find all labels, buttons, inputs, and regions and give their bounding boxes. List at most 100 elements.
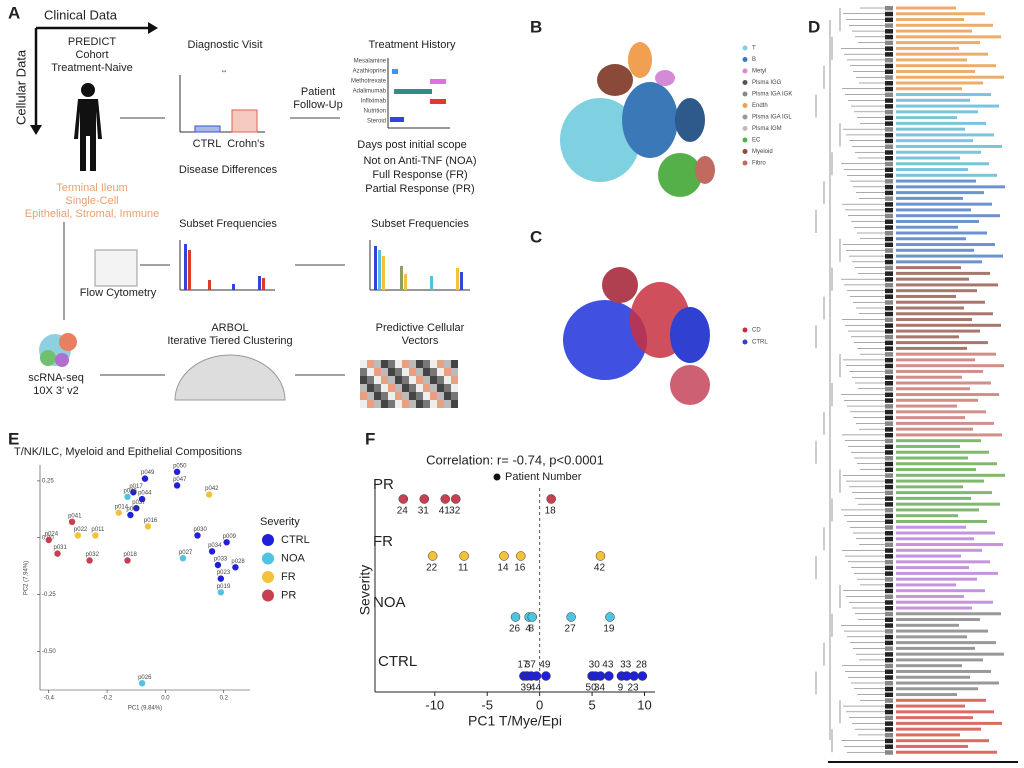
heat-cell bbox=[381, 376, 388, 384]
leaf-block bbox=[885, 675, 893, 680]
label: scRNA-seq bbox=[28, 372, 84, 384]
leaf-block bbox=[885, 421, 893, 426]
leaf-block bbox=[885, 738, 893, 744]
x-tick-label: 0 bbox=[536, 697, 543, 712]
leaf-label bbox=[896, 208, 971, 212]
leaf-block bbox=[885, 357, 893, 363]
leaf-block bbox=[885, 721, 893, 726]
leaf-block bbox=[885, 692, 893, 698]
leaf-label bbox=[896, 600, 993, 604]
point bbox=[92, 532, 99, 539]
leaf-label bbox=[896, 664, 962, 668]
point bbox=[173, 468, 181, 476]
leaf-label bbox=[896, 577, 977, 581]
heat-cell bbox=[360, 360, 367, 368]
leaf-label bbox=[896, 87, 962, 91]
point-label: 4 bbox=[525, 624, 531, 635]
point bbox=[419, 494, 430, 504]
heat-cell bbox=[451, 384, 458, 392]
point-label: 49 bbox=[539, 660, 551, 671]
point bbox=[546, 494, 556, 504]
label: Diagnostic Visit bbox=[188, 39, 263, 51]
leaf-label bbox=[896, 479, 984, 483]
heat-cell bbox=[402, 376, 409, 384]
legend-label: PR bbox=[281, 589, 296, 601]
point-label: p027 bbox=[179, 550, 193, 556]
leaf-label bbox=[896, 110, 978, 114]
heat-cell bbox=[423, 400, 430, 408]
point-label: p042 bbox=[205, 486, 219, 492]
leaf-block bbox=[885, 438, 893, 444]
leaf-block bbox=[885, 213, 893, 219]
point-label: 19 bbox=[603, 624, 615, 635]
panel-letter: F bbox=[365, 429, 375, 448]
point bbox=[531, 671, 542, 681]
leaf-label bbox=[896, 739, 989, 743]
label: ARBOL bbox=[211, 322, 248, 334]
x-tick-label: -0.2 bbox=[102, 696, 113, 702]
leaf-block bbox=[885, 404, 893, 409]
legend-swatch bbox=[742, 149, 748, 154]
leaf-label bbox=[896, 387, 970, 391]
leaf-block bbox=[885, 271, 893, 276]
heat-cell bbox=[416, 384, 423, 392]
leaf-block bbox=[885, 75, 893, 80]
point-label: p037 bbox=[132, 500, 146, 506]
leaf-block bbox=[885, 681, 893, 686]
leaf-label bbox=[896, 698, 986, 702]
point-label: p009 bbox=[223, 534, 237, 540]
leaf-block bbox=[885, 190, 893, 196]
leaf-block bbox=[885, 288, 893, 294]
leaf-block bbox=[885, 300, 893, 305]
panel-letter: B bbox=[530, 17, 542, 36]
point bbox=[459, 551, 469, 561]
point-label: p023 bbox=[217, 570, 231, 576]
leaf-label bbox=[896, 398, 978, 402]
point bbox=[595, 671, 606, 681]
y-axis-label: Severity bbox=[357, 565, 373, 616]
heat-cell bbox=[360, 376, 367, 384]
leaf-block bbox=[885, 577, 893, 582]
leaf-block bbox=[885, 184, 893, 190]
leaf-block bbox=[885, 698, 893, 703]
leaf-label bbox=[896, 29, 972, 33]
leaf-label bbox=[896, 254, 1003, 258]
heat-cell bbox=[374, 360, 381, 368]
point-label: 37 bbox=[525, 660, 537, 671]
leaf-block bbox=[885, 254, 893, 259]
heat-cell bbox=[367, 368, 374, 376]
label: Follow-Up bbox=[293, 99, 343, 111]
leaf-label bbox=[896, 283, 998, 287]
x-tick-label: 0.2 bbox=[220, 696, 229, 702]
leaf-label bbox=[896, 375, 962, 379]
point-label: 11 bbox=[458, 563, 469, 574]
leaf-label bbox=[896, 629, 988, 633]
point bbox=[516, 551, 526, 561]
leaf-block bbox=[885, 473, 893, 478]
leaf-label bbox=[896, 468, 976, 472]
x-tick-label: -0.4 bbox=[44, 696, 55, 702]
leaf-label bbox=[896, 162, 989, 166]
legend-label: EC bbox=[752, 138, 761, 144]
heat-cell bbox=[395, 376, 402, 384]
label: Partial Response (PR) bbox=[365, 183, 474, 195]
legend-label: Endth bbox=[752, 103, 768, 109]
heat-cell bbox=[381, 392, 388, 400]
leaf-label bbox=[896, 104, 999, 108]
leaf-block bbox=[885, 81, 893, 86]
leaf-label bbox=[896, 514, 958, 518]
leaf-block bbox=[885, 196, 893, 201]
point bbox=[45, 536, 52, 544]
point-label: p031 bbox=[54, 545, 68, 551]
leaf-block bbox=[885, 132, 893, 138]
leaf-block bbox=[885, 704, 893, 709]
label: Terminal Ileum bbox=[56, 182, 128, 194]
label: Days post initial scope bbox=[357, 139, 466, 151]
panel-letter: C bbox=[530, 227, 542, 246]
label: Patient bbox=[301, 86, 335, 98]
leaf-label bbox=[896, 202, 992, 206]
label: Iterative Tiered Clustering bbox=[167, 335, 292, 347]
heat-cell bbox=[388, 384, 395, 392]
point bbox=[398, 494, 409, 504]
